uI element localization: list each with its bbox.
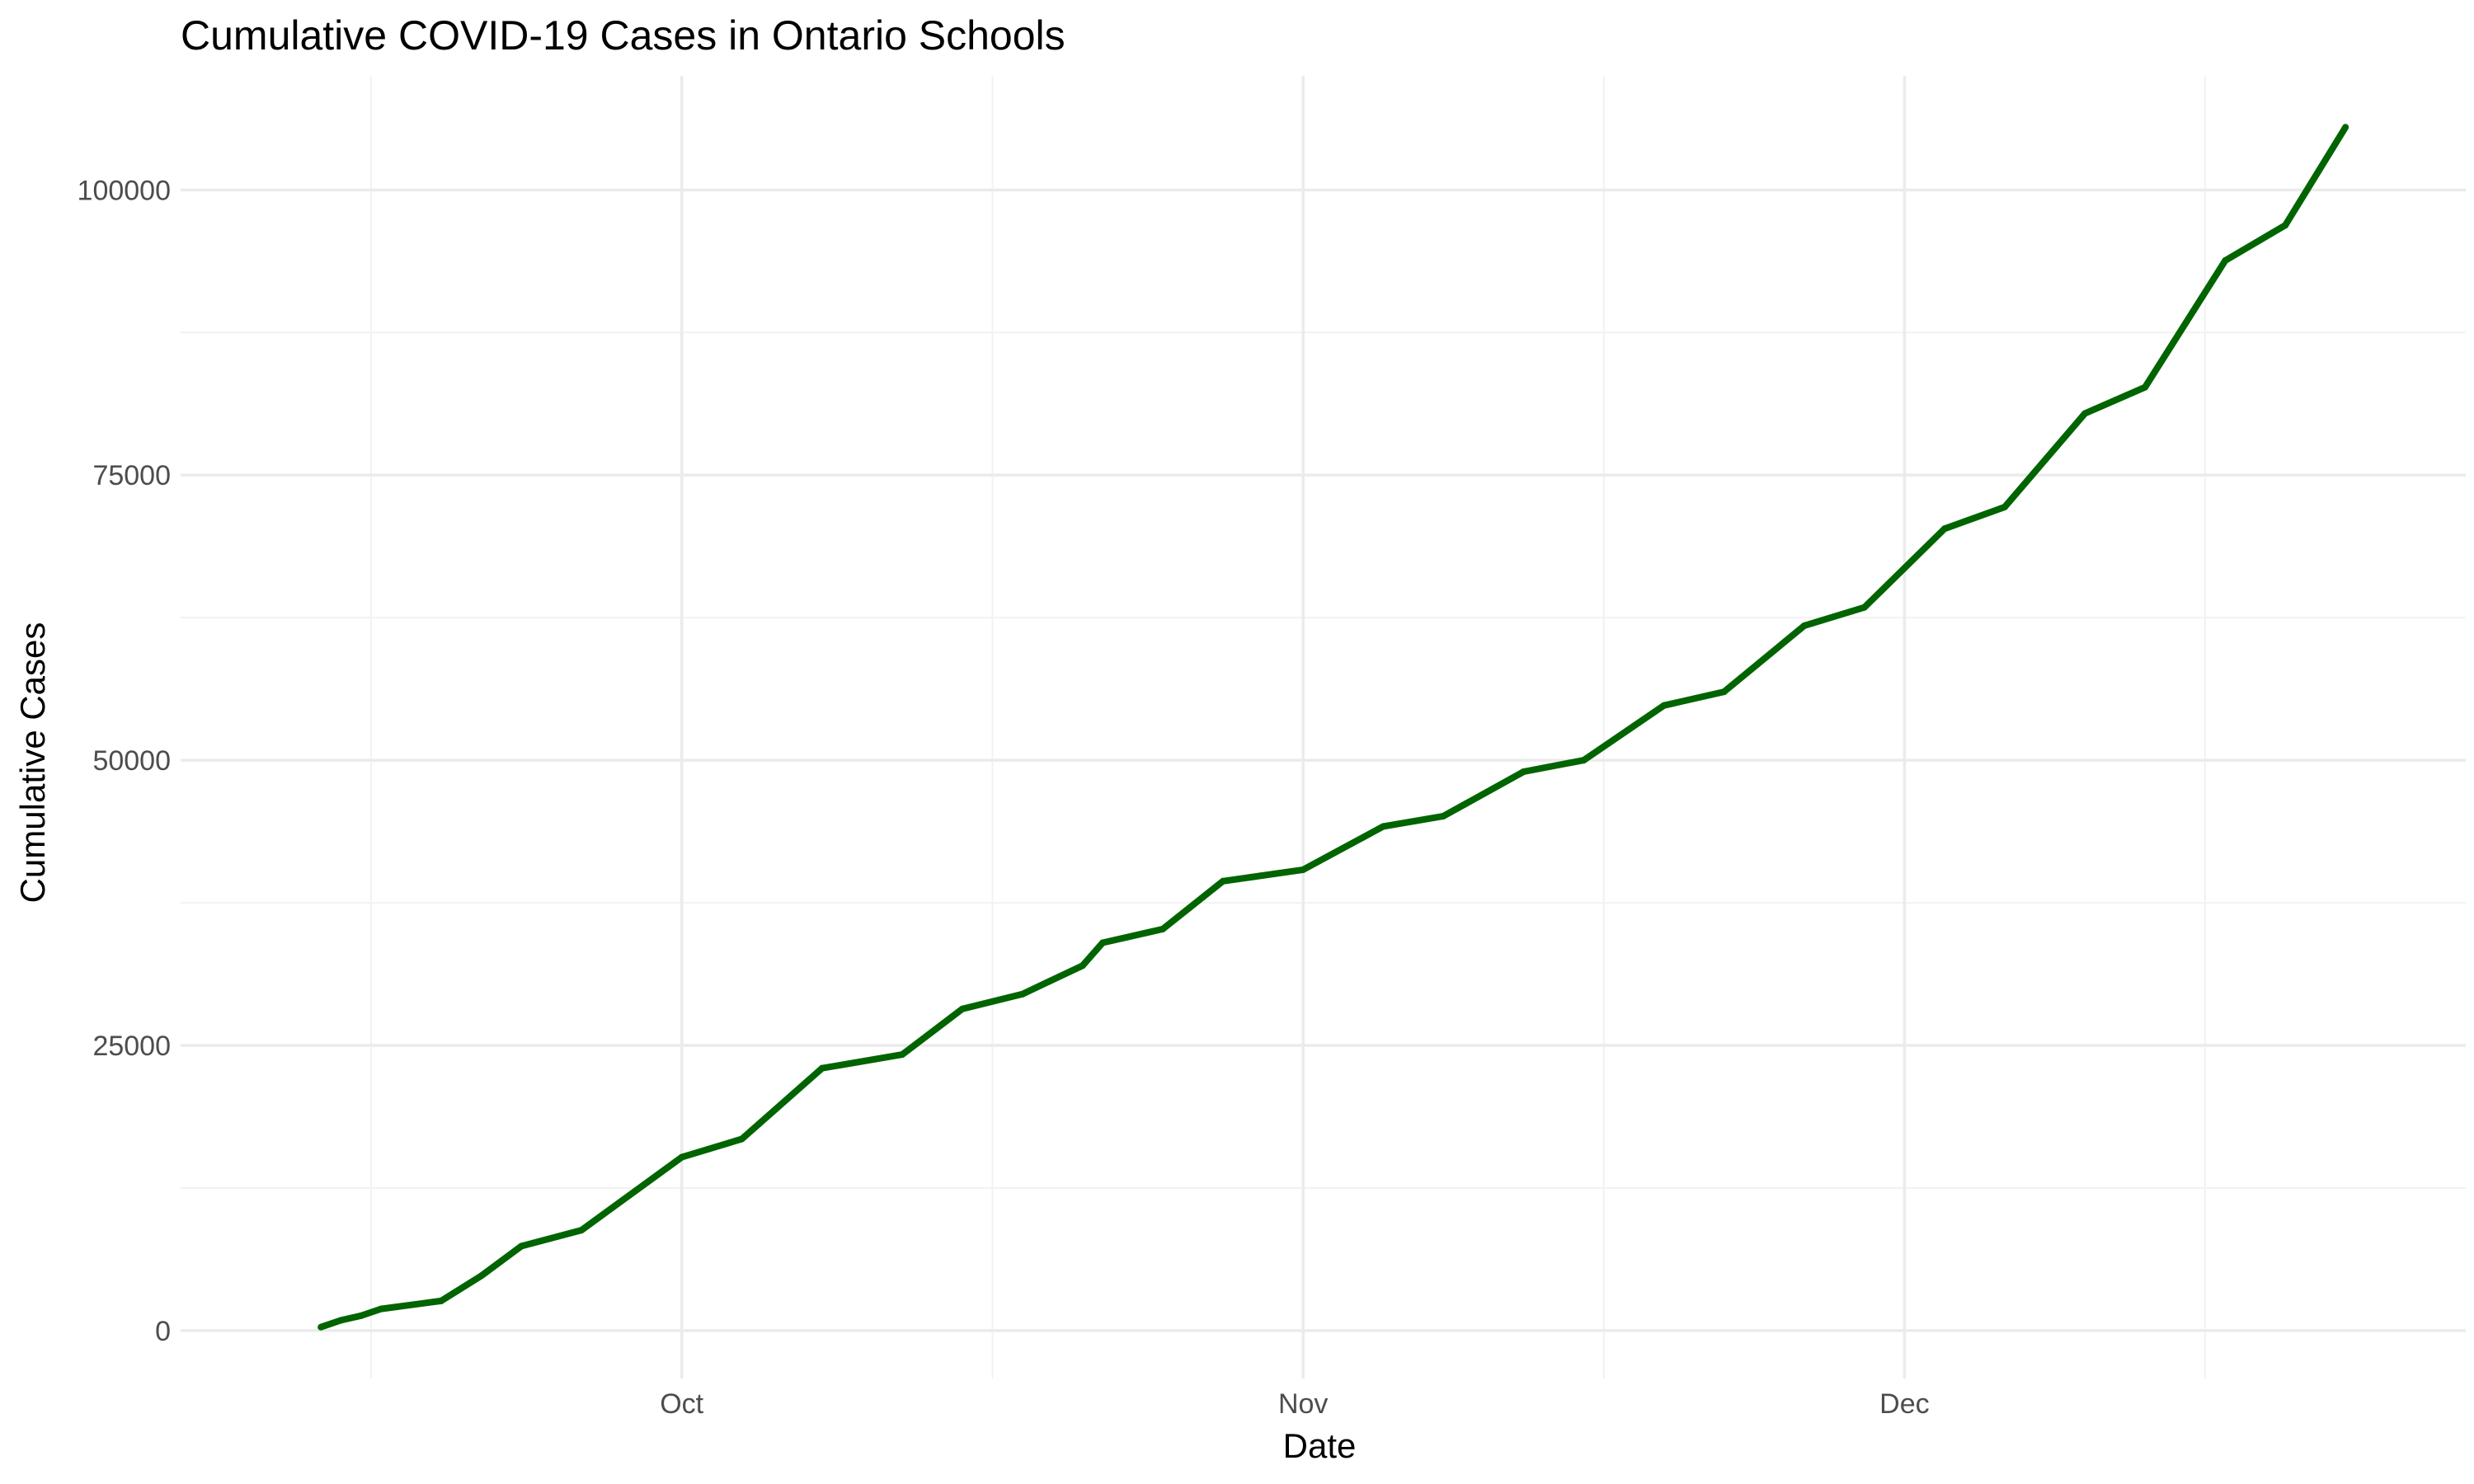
data-point bbox=[2001, 503, 2008, 510]
data-point bbox=[1440, 812, 1447, 819]
data-point bbox=[958, 1005, 966, 1012]
data-point bbox=[818, 1064, 825, 1072]
y-tick-label: 0 bbox=[155, 1316, 171, 1347]
series bbox=[317, 124, 2349, 1331]
data-point bbox=[337, 1317, 345, 1324]
data-point bbox=[1219, 877, 1226, 885]
y-tick-label: 100000 bbox=[78, 175, 171, 206]
y-axis-ticks: 0 25000 50000 75000 100000 bbox=[78, 175, 171, 1347]
data-point bbox=[437, 1297, 444, 1304]
data-point bbox=[1800, 622, 1808, 629]
data-point bbox=[2081, 410, 2089, 417]
data-point bbox=[317, 1323, 325, 1331]
data-point bbox=[1300, 866, 1307, 873]
x-tick-label: Nov bbox=[1278, 1388, 1328, 1420]
data-point bbox=[1380, 823, 1387, 830]
data-point bbox=[477, 1272, 485, 1280]
y-axis-title: Cumulative Cases bbox=[13, 622, 52, 904]
data-point bbox=[1860, 603, 1868, 611]
data-point bbox=[1520, 768, 1527, 775]
data-point bbox=[2222, 257, 2229, 265]
x-tick-label: Oct bbox=[660, 1388, 703, 1420]
data-point bbox=[378, 1305, 385, 1313]
data-point bbox=[2342, 124, 2349, 131]
y-tick-label: 50000 bbox=[92, 745, 171, 777]
data-point bbox=[1941, 525, 1949, 533]
data-point bbox=[1079, 962, 1086, 970]
data-point bbox=[738, 1135, 745, 1143]
x-axis-ticks: Oct Nov Dec bbox=[660, 1388, 1929, 1420]
x-axis-title: Date bbox=[1283, 1426, 1357, 1465]
data-point bbox=[518, 1242, 525, 1250]
data-point bbox=[1159, 925, 1167, 932]
data-point bbox=[1099, 939, 1107, 946]
y-tick-label: 25000 bbox=[92, 1031, 171, 1062]
data-point bbox=[1720, 688, 1728, 696]
data-point bbox=[357, 1312, 365, 1319]
chart-title: Cumulative COVID-19 Cases in Ontario Sch… bbox=[181, 12, 1065, 59]
data-point bbox=[1660, 702, 1667, 709]
data-point bbox=[2142, 383, 2149, 391]
data-point bbox=[1018, 990, 1026, 998]
data-point bbox=[678, 1153, 685, 1161]
y-tick-label: 75000 bbox=[92, 460, 171, 491]
data-point bbox=[578, 1227, 586, 1234]
data-point bbox=[1580, 757, 1587, 764]
grid bbox=[181, 76, 2466, 1378]
data-point bbox=[899, 1051, 906, 1059]
data-point bbox=[2282, 222, 2289, 229]
series-line bbox=[319, 125, 2349, 1331]
x-tick-label: Dec bbox=[1879, 1388, 1929, 1420]
